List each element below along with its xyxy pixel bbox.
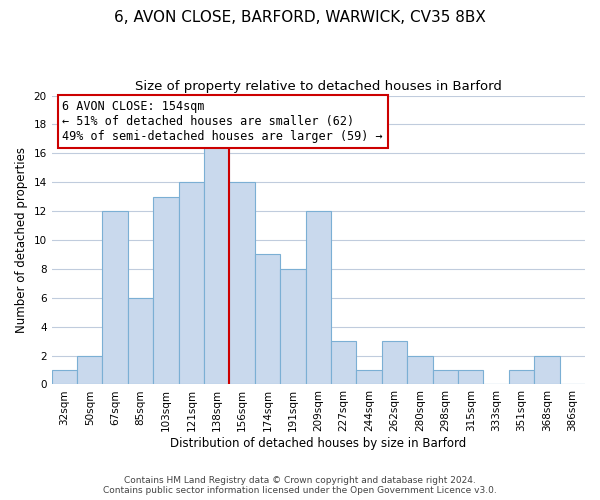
Bar [204, 139, 229, 384]
Bar [534, 356, 560, 384]
Bar [153, 196, 179, 384]
Title: Size of property relative to detached houses in Barford: Size of property relative to detached ho… [135, 80, 502, 93]
Bar [52, 370, 77, 384]
Bar [305, 211, 331, 384]
Bar [179, 182, 204, 384]
Y-axis label: Number of detached properties: Number of detached properties [15, 147, 28, 333]
Bar [331, 341, 356, 384]
Text: Contains HM Land Registry data © Crown copyright and database right 2024.
Contai: Contains HM Land Registry data © Crown c… [103, 476, 497, 495]
Bar [356, 370, 382, 384]
Bar [509, 370, 534, 384]
Bar [103, 211, 128, 384]
Bar [128, 298, 153, 384]
Bar [255, 254, 280, 384]
Text: 6 AVON CLOSE: 154sqm
← 51% of detached houses are smaller (62)
49% of semi-detac: 6 AVON CLOSE: 154sqm ← 51% of detached h… [62, 100, 383, 143]
Bar [458, 370, 484, 384]
Bar [382, 341, 407, 384]
Bar [433, 370, 458, 384]
Bar [407, 356, 433, 384]
Bar [280, 269, 305, 384]
Bar [229, 182, 255, 384]
Bar [77, 356, 103, 384]
Text: 6, AVON CLOSE, BARFORD, WARWICK, CV35 8BX: 6, AVON CLOSE, BARFORD, WARWICK, CV35 8B… [114, 10, 486, 25]
X-axis label: Distribution of detached houses by size in Barford: Distribution of detached houses by size … [170, 437, 466, 450]
